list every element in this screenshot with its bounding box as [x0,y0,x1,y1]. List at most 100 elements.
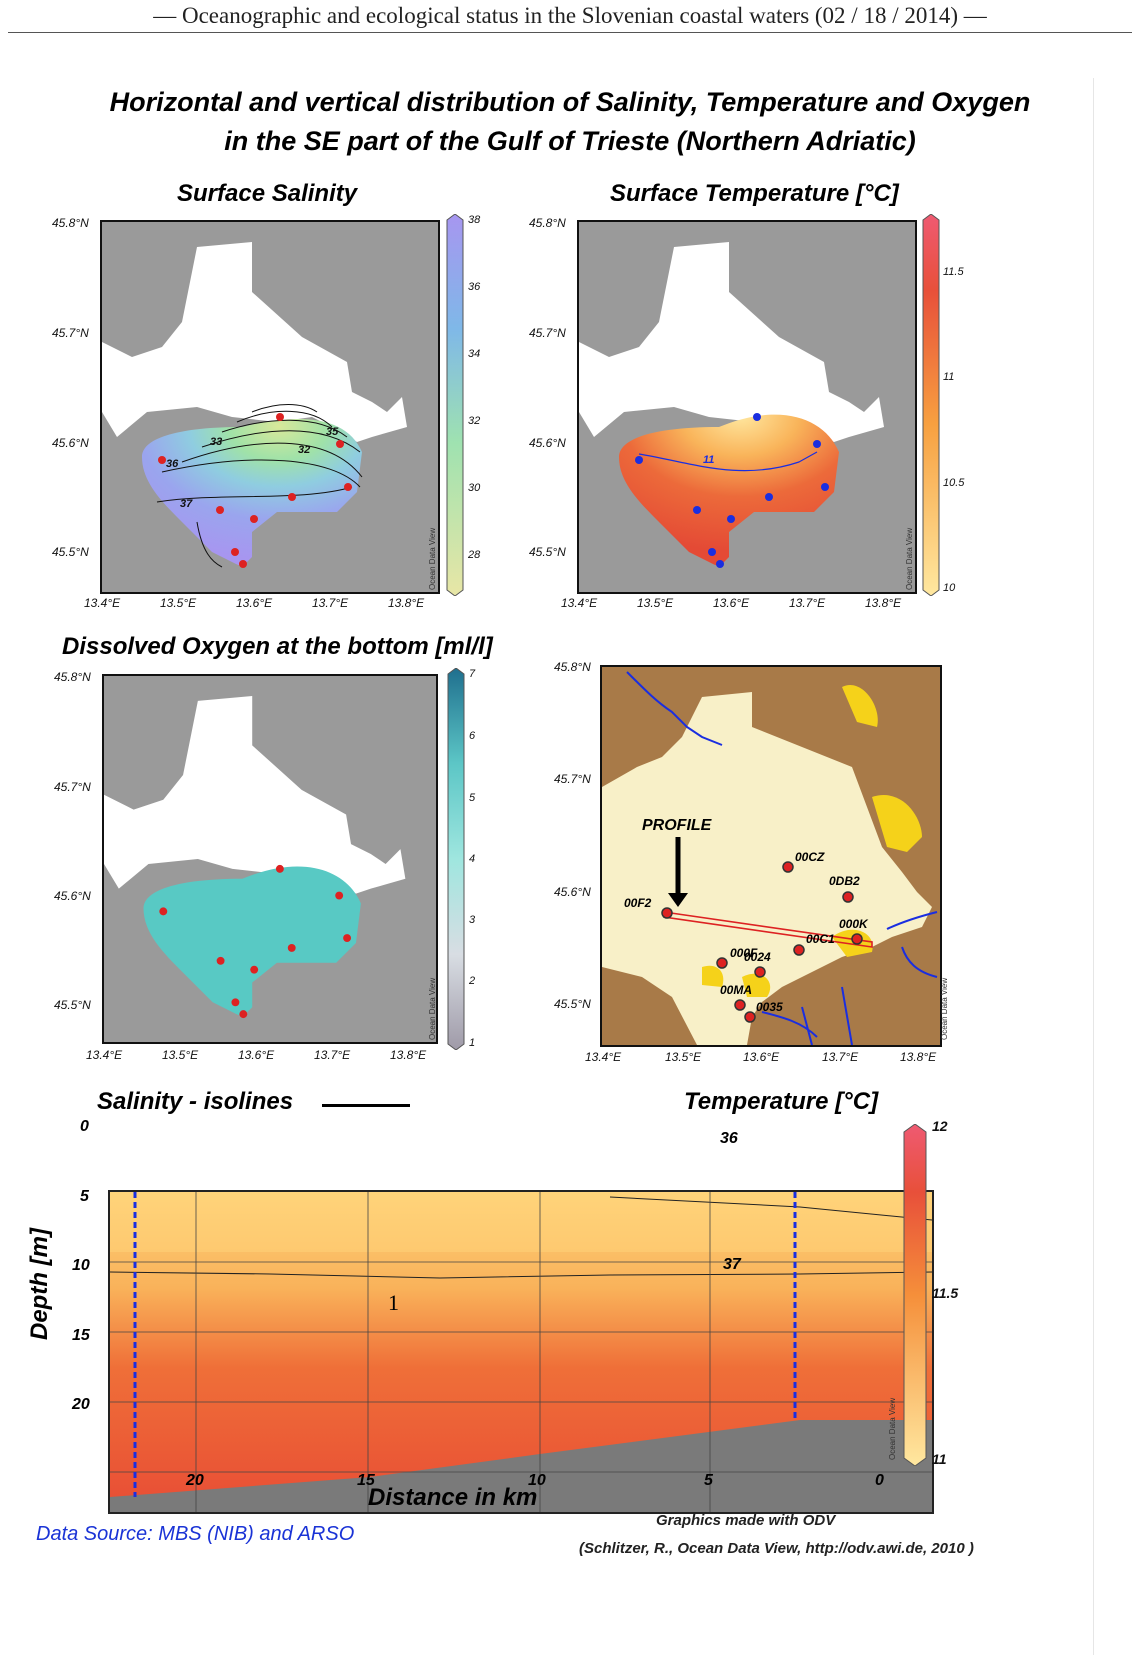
station-label-00cz: 00CZ [795,850,824,864]
salinity-lat-45-7: 45.7°N [52,326,89,340]
salinity-isolines-label: Salinity - isolines [97,1088,293,1116]
distance-tick-5: 5 [704,1472,713,1490]
section-cb-11: 11 [932,1451,947,1467]
temperature-lat-45-8: 45.8°N [529,216,566,230]
salinity-map: 33 32 35 36 37 [100,220,440,594]
depth-tick-10: 10 [72,1257,90,1275]
distance-axis-title: Distance in km [368,1484,537,1512]
depth-axis-title: Depth [m] [26,1228,54,1340]
main-title-line-1: Horizontal and vertical distribution of … [0,82,1140,122]
temperature-lon-13-6: 13.6°E [713,596,749,610]
oxygen-cb-2: 2 [469,975,475,987]
isoline-legend-line [322,1104,410,1107]
profile-label: PROFILE [642,817,711,835]
station-lat-45-7: 45.7°N [554,772,591,786]
section-region-label: 1 [388,1290,399,1316]
station-label-0db2: 0DB2 [829,874,860,888]
station-map: PROFILE 00CZ 0DB2 00F2 000K 00C1 000F 00… [600,665,942,1047]
depth-tick-20: 20 [72,1396,90,1414]
temperature-colorbar [922,214,940,596]
odv-citation: (Schlitzer, R., Ocean Data View, http://… [579,1540,974,1557]
station-lon-13-4: 13.4°E [585,1050,621,1064]
salinity-cb-38: 38 [468,214,480,226]
oxygen-cb-5: 5 [469,792,475,804]
oxygen-cb-4: 4 [469,853,475,865]
salinity-lon-13-7: 13.7°E [312,596,348,610]
salinity-lon-13-4: 13.4°E [84,596,120,610]
salinity-contour-32: 32 [298,444,310,456]
station-lat-45-6: 45.6°N [554,885,591,899]
oxygen-lat-45-5: 45.5°N [54,998,91,1012]
oxygen-cb-6: 6 [469,730,475,742]
section-isoline-36: 36 [720,1130,738,1148]
depth-tick-0: 0 [80,1118,89,1136]
temperature-lat-45-7: 45.7°N [529,326,566,340]
oxygen-lon-13-7: 13.7°E [314,1048,350,1062]
station-lon-13-7: 13.7°E [822,1050,858,1064]
temperature-cb-10-5: 10.5 [943,477,964,489]
salinity-contour-33: 33 [210,436,222,448]
salinity-lon-13-6: 13.6°E [236,596,272,610]
depth-tick-15: 15 [72,1327,90,1345]
temperature-lon-13-8: 13.8°E [865,596,901,610]
station-odv-tag: Ocean Data View [940,978,949,1040]
running-header: — Oceanographic and ecological status in… [0,0,1140,34]
section-odv-tag: Ocean Data View [888,1398,897,1460]
temperature-lon-13-4: 13.4°E [561,596,597,610]
section-cb-12: 12 [932,1118,948,1134]
salinity-lon-13-8: 13.8°E [388,596,424,610]
temperature-cb-10: 10 [943,582,955,594]
salinity-odv-tag: Ocean Data View [428,528,437,590]
temperature-contour-11: 11 [703,454,714,466]
section-plot: 36 37 1 [108,1190,934,1514]
station-label-00ma: 00MA [720,983,752,997]
temperature-cb-11-5: 11.5 [943,266,964,278]
oxygen-lon-13-6: 13.6°E [238,1048,274,1062]
salinity-colorbar [446,214,464,596]
data-source-note: Data Source: MBS (NIB) and ARSO [36,1523,354,1546]
oxygen-map [102,674,438,1044]
oxygen-lon-13-5: 13.5°E [162,1048,198,1062]
temperature-panel-title: Surface Temperature [°C] [610,180,899,208]
oxygen-cb-7: 7 [469,668,475,680]
salinity-lat-45-6: 45.6°N [52,436,89,450]
depth-tick-5: 5 [80,1188,89,1206]
station-lon-13-6: 13.6°E [743,1050,779,1064]
distance-tick-0: 0 [875,1472,884,1490]
section-cb-11-5: 11.5 [932,1285,958,1301]
temperature-cb-11: 11 [943,371,954,383]
temperature-map: 11 [577,220,917,594]
distance-tick-20: 20 [186,1472,204,1490]
isoline-label-37: 37 [723,1256,741,1274]
temperature-lon-13-5: 13.5°E [637,596,673,610]
oxygen-odv-tag: Ocean Data View [428,978,437,1040]
salinity-cb-34: 34 [468,348,480,360]
oxygen-colorbar [447,668,465,1050]
station-label-00f2: 00F2 [624,896,651,910]
salinity-contour-36: 36 [166,458,178,470]
oxygen-lat-45-7: 45.7°N [54,780,91,794]
oxygen-lon-13-8: 13.8°E [390,1048,426,1062]
oxygen-cb-1: 1 [469,1037,475,1049]
salinity-cb-30: 30 [468,482,480,494]
salinity-lat-45-5: 45.5°N [52,545,89,559]
salinity-contour-37: 37 [180,498,192,510]
station-lat-45-5: 45.5°N [554,997,591,1011]
station-label-0024: 0024 [744,950,771,964]
salinity-cb-36: 36 [468,281,480,293]
main-title-line-2: in the SE part of the Gulf of Trieste (N… [0,121,1140,161]
section-temperature-label: Temperature [°C] [684,1088,878,1116]
oxygen-lat-45-6: 45.6°N [54,889,91,903]
station-lat-45-8: 45.8°N [554,660,591,674]
salinity-cb-32: 32 [468,415,480,427]
station-label-0035: 0035 [756,1000,783,1014]
temperature-lon-13-7: 13.7°E [789,596,825,610]
oxygen-lat-45-8: 45.8°N [54,670,91,684]
salinity-lon-13-5: 13.5°E [160,596,196,610]
station-label-000k: 000K [839,917,868,931]
oxygen-panel-title: Dissolved Oxygen at the bottom [ml/l] [62,633,493,661]
station-lon-13-8: 13.8°E [900,1050,936,1064]
graphics-credit: Graphics made with ODV [656,1512,835,1529]
temperature-lat-45-5: 45.5°N [529,545,566,559]
station-lon-13-5: 13.5°E [665,1050,701,1064]
